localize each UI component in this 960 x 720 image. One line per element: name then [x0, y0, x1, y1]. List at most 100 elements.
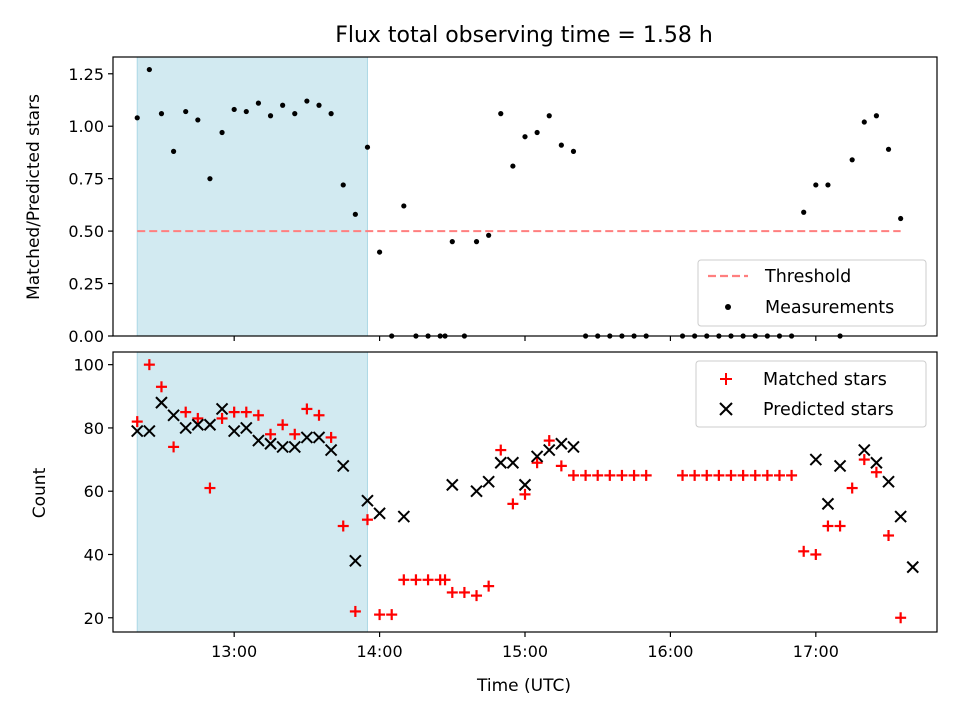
matched-stars-point — [289, 428, 301, 440]
measurement-point — [558, 142, 564, 148]
measurement-point — [267, 113, 274, 119]
measurement-point — [401, 203, 407, 209]
matched-stars-point — [555, 460, 567, 472]
matched-stars-point — [252, 409, 264, 421]
measurement-point — [292, 111, 298, 117]
matched-stars-point — [204, 482, 216, 494]
matched-stars-point — [155, 381, 167, 393]
measurement-point — [885, 146, 892, 152]
predicted-stars-point — [361, 494, 374, 507]
matched-stars-point — [628, 469, 640, 481]
matched-stars-point — [567, 469, 579, 481]
matched-stars-point — [519, 488, 531, 500]
x-tick-label: 15:00 — [502, 642, 548, 661]
matched-stars-point — [240, 406, 252, 418]
matched-stars-point — [374, 609, 386, 621]
predicted-stars-point — [906, 560, 919, 574]
measurement-point — [873, 113, 880, 119]
matched-stars-point — [543, 435, 555, 447]
predicted-stars-point — [252, 434, 265, 447]
matched-stars-point — [446, 586, 458, 598]
predicted-stars-point — [312, 431, 326, 444]
top-legend: Threshold Measurements — [697, 259, 927, 327]
predicted-stars-point — [373, 507, 386, 520]
matched-stars-point — [301, 403, 313, 415]
bottom-x-ticks: 13:00 14:00 15:00 16:00 17:00 — [211, 632, 839, 661]
matched-stars-point — [471, 590, 483, 602]
y-tick-label: 40 — [84, 545, 104, 564]
measurement-point — [207, 176, 213, 182]
matched-stars-point — [822, 520, 834, 532]
predicted-stars-point — [809, 453, 823, 466]
chart-title: Flux total observing time = 1.58 h — [335, 23, 713, 48]
y-tick-label: 0.50 — [68, 222, 104, 241]
legend-predicted-label: Predicted stars — [763, 400, 894, 420]
y-tick-label: 1.25 — [68, 65, 104, 84]
matched-stars-point — [689, 469, 701, 481]
y-tick-label: 60 — [84, 482, 104, 501]
predicted-stars-point — [288, 440, 301, 454]
legend-matched-label: Matched stars — [763, 370, 887, 390]
predicted-stars-points — [131, 396, 919, 574]
measurement-point — [801, 209, 807, 215]
measurement-point — [546, 113, 552, 119]
predicted-stars-point — [143, 424, 156, 438]
predicted-stars-point — [349, 554, 362, 568]
x-tick-label: 16:00 — [647, 642, 693, 661]
bottom-observing-span — [136, 351, 368, 633]
matched-stars-point — [458, 586, 470, 598]
y-tick-label: 0.00 — [68, 327, 104, 346]
matched-stars-point — [483, 580, 495, 592]
matched-stars-point — [834, 520, 846, 532]
matched-stars-point — [507, 498, 519, 510]
measurement-point — [522, 134, 528, 140]
matched-stars-point — [858, 454, 870, 466]
matched-stars-point — [798, 545, 810, 557]
predicted-stars-point — [894, 510, 907, 523]
bottom-panel: 20 40 60 80 100 13:00 14:00 15:00 16:00 17:00 Ti… — [30, 351, 938, 696]
x-tick-label: 14:00 — [357, 642, 403, 661]
predicted-stars-point — [567, 440, 580, 454]
matched-stars-point — [277, 419, 289, 431]
measurement-point — [316, 102, 322, 108]
x-tick-label: 17:00 — [793, 642, 839, 661]
top-legend-box — [697, 259, 927, 327]
measurement-point — [304, 98, 310, 104]
predicted-stars-point — [131, 424, 144, 438]
top-y-axis-label: Matched/Predicted stars — [24, 94, 44, 300]
matched-stars-point — [749, 469, 761, 481]
measurement-point — [376, 249, 383, 255]
matched-stars-point — [265, 428, 277, 440]
y-tick-label: 1.00 — [68, 117, 104, 136]
predicted-stars-point — [276, 440, 289, 454]
measurement-point — [280, 102, 286, 108]
matched-stars-point — [398, 574, 410, 586]
legend-measurements-swatch — [725, 304, 731, 310]
measurement-point — [195, 117, 201, 123]
measurement-point — [898, 215, 904, 222]
matched-stars-point — [131, 416, 143, 428]
matched-stars-point — [192, 412, 204, 424]
matched-stars-point — [580, 469, 592, 481]
matched-stars-point — [337, 520, 349, 532]
matched-stars-point — [870, 466, 882, 478]
matched-stars-point — [895, 612, 907, 624]
matched-stars-point — [592, 469, 604, 481]
matched-stars-point — [531, 457, 543, 469]
matched-stars-point — [773, 469, 785, 481]
measurement-point — [486, 232, 492, 238]
y-tick-label: 100 — [73, 356, 104, 375]
matched-stars-point — [761, 469, 773, 481]
matched-stars-point — [313, 409, 325, 421]
measurement-point — [813, 182, 819, 188]
y-tick-label: 80 — [84, 419, 104, 438]
measurement-point — [570, 148, 577, 154]
y-tick-label: 0.25 — [68, 275, 104, 294]
predicted-stars-point — [530, 450, 544, 463]
top-observing-span — [136, 56, 368, 337]
predicted-stars-point — [155, 396, 168, 409]
measurement-point — [231, 106, 237, 113]
predicted-stars-point — [833, 459, 847, 473]
legend-measurements-label: Measurements — [765, 298, 894, 318]
